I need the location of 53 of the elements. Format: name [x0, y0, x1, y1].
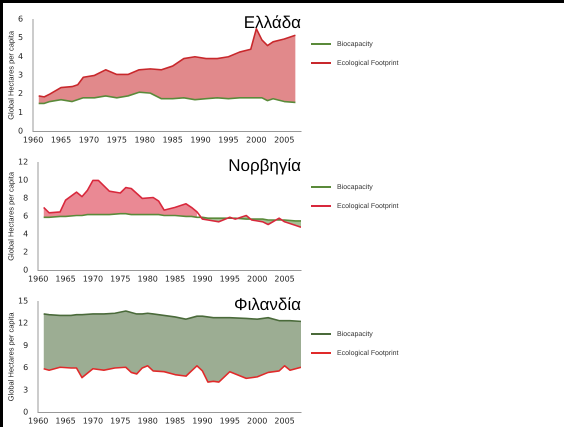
y-tick-label: 4 [18, 52, 24, 61]
x-tick-label: 1965 [50, 135, 72, 144]
y-tick-label: 5 [18, 33, 24, 42]
x-tick-label: 1975 [110, 274, 130, 284]
x-tick-label: 1980 [134, 135, 155, 144]
x-tick-label: 1965 [55, 274, 76, 284]
y-tick-label: 8 [23, 193, 28, 202]
y-tick-label: 4 [23, 229, 28, 238]
x-tick-label: 1995 [220, 274, 240, 284]
x-tick-label: 1990 [192, 274, 213, 284]
y-tick-label: 1 [18, 108, 24, 117]
y-tick-label: 3 [18, 70, 24, 80]
y-tick-label: 6 [23, 211, 28, 220]
y-tick-label: 9 [23, 340, 28, 350]
x-tick-label: 1980 [138, 274, 158, 284]
y-tick-label: 6 [23, 363, 28, 372]
x-tick-label: 1985 [162, 135, 183, 144]
y-tick-label: 3 [23, 385, 28, 394]
x-tick-label: 2000 [247, 274, 268, 284]
x-tick-label: 2005 [274, 416, 295, 426]
chart-title: Νορβηγία [228, 156, 302, 175]
x-tick-label: 2000 [247, 416, 268, 426]
x-tick-label: 2005 [274, 135, 294, 144]
chart-title: Ελλάδα [244, 12, 302, 32]
x-tick-label: 1985 [164, 274, 186, 284]
y-tick-label: 6 [18, 14, 24, 24]
x-tick-label: 1975 [106, 135, 127, 144]
x-tick-label: 2005 [274, 274, 295, 284]
y-tick-label: 15 [18, 296, 28, 306]
x-tick-label: 1960 [28, 416, 48, 426]
x-tick-label: 1965 [55, 416, 76, 426]
y-tick-label: 0 [23, 265, 28, 274]
x-tick-label: 1975 [110, 416, 130, 426]
x-tick-label: 1960 [22, 135, 44, 144]
x-tick-label: 1980 [138, 416, 158, 426]
x-tick-label: 2000 [246, 135, 267, 144]
y-tick-label: 10 [18, 175, 28, 184]
x-tick-label: 1985 [164, 416, 186, 426]
x-tick-label: 1990 [190, 135, 211, 144]
y-tick-label: 2 [18, 89, 24, 98]
x-tick-label: 1990 [192, 416, 213, 426]
x-tick-label: 1970 [82, 416, 104, 426]
y-tick-label: 12 [18, 157, 28, 166]
x-tick-label: 1960 [28, 274, 48, 284]
y-tick-label: 2 [23, 247, 28, 256]
x-tick-label: 1995 [218, 135, 239, 144]
x-tick-label: 1970 [82, 274, 104, 284]
y-tick-label: 0 [23, 407, 28, 416]
x-tick-label: 1995 [220, 416, 240, 426]
y-tick-label: 12 [18, 318, 28, 328]
chart-title: Φιλανδία [234, 294, 302, 314]
y-tick-label: 0 [18, 126, 24, 136]
x-tick-label: 1970 [78, 135, 100, 144]
